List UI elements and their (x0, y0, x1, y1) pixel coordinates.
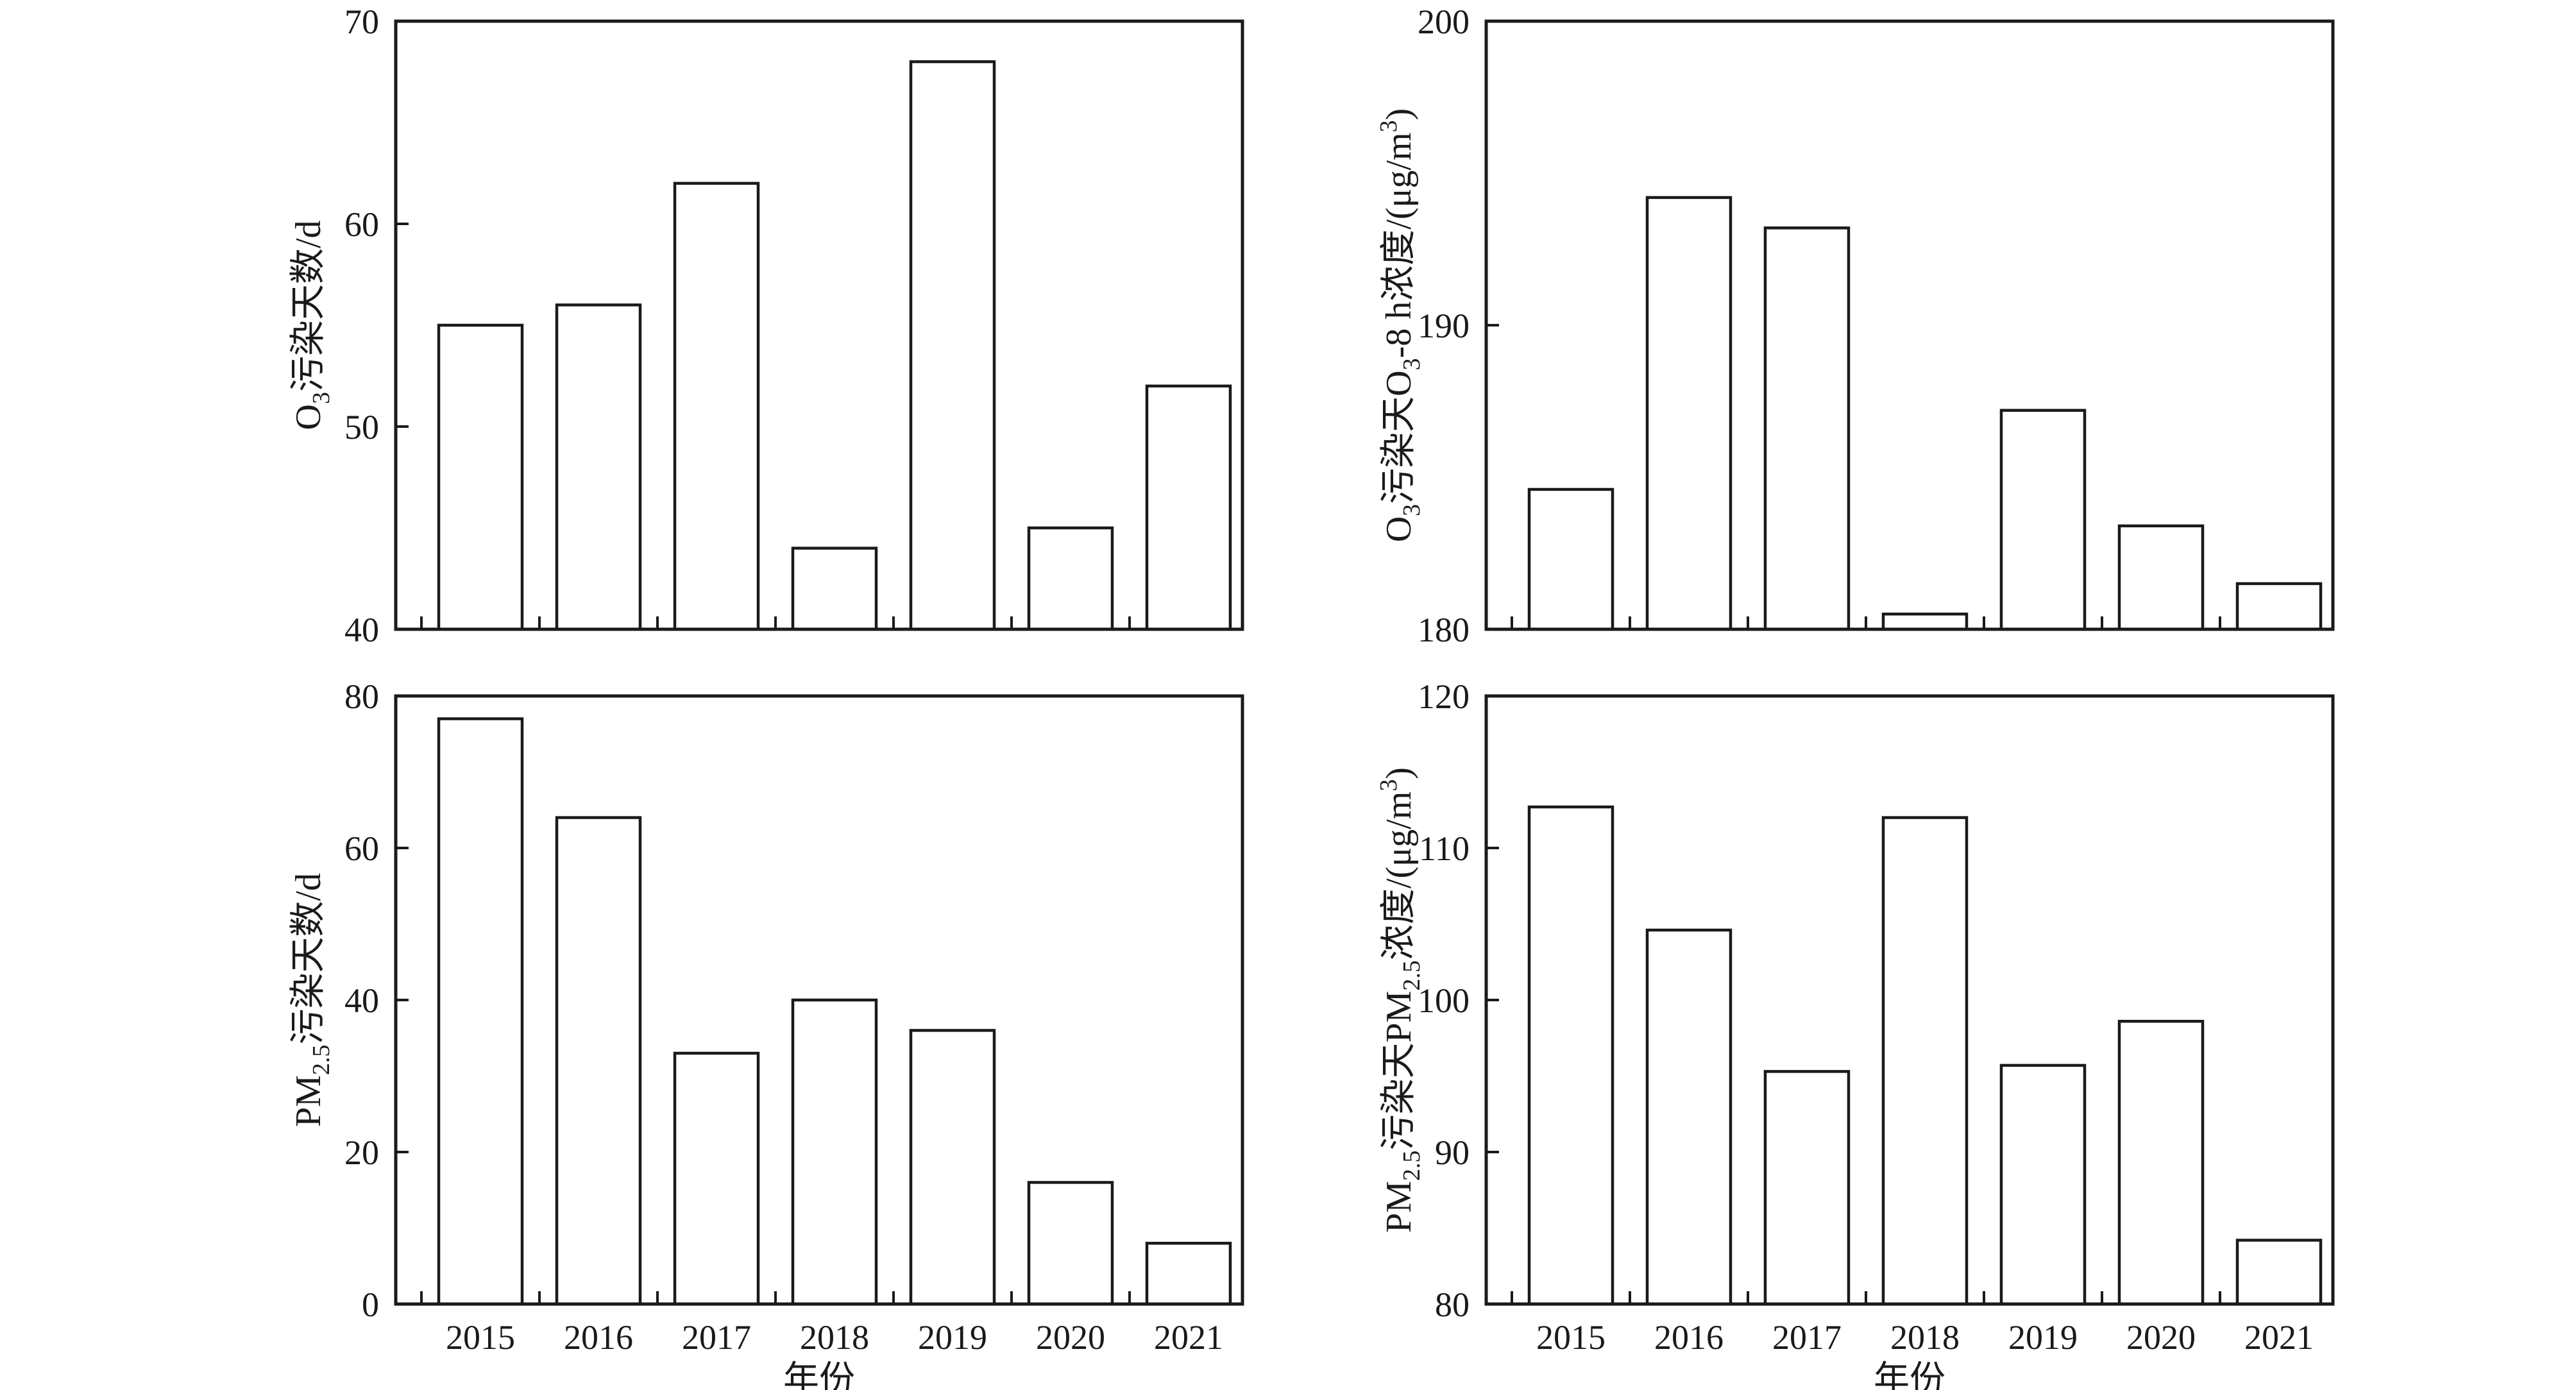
x-axis-title: 年份 (783, 1360, 855, 1390)
y-tick-label: 80 (344, 677, 379, 716)
bar-2021 (2235, 582, 2323, 631)
y-tick-label: 90 (1435, 1133, 1470, 1172)
bar-2019 (1999, 1064, 2087, 1306)
y-tick-label: 0 (362, 1285, 379, 1324)
bar-2019 (909, 1029, 996, 1306)
x-tick-label: 2021 (2244, 1318, 2314, 1357)
y-axis-title: O3污染天数/d (289, 220, 335, 430)
x-tick-label: 2015 (1536, 1318, 1606, 1357)
x-tick-label: 2019 (918, 1318, 987, 1357)
bar-2016 (1645, 196, 1733, 631)
x-tick-label: 2021 (1154, 1318, 1223, 1357)
bar-2015 (1527, 487, 1614, 631)
x-tick-label: 2018 (1890, 1318, 1960, 1357)
bar-2016 (1645, 928, 1733, 1306)
x-axis: 2015 2016 2017 2018 2019 2020 2021 (1511, 1291, 2314, 1357)
bar-2020 (1027, 526, 1114, 631)
bar-2020 (1027, 1181, 1114, 1306)
bar-2016 (555, 303, 642, 631)
bar-2018 (791, 998, 878, 1306)
x-tick-label: 2020 (2126, 1318, 2196, 1357)
x-tick-label: 2016 (564, 1318, 633, 1357)
y-axis: 0 20 40 60 80 (344, 677, 409, 1324)
x-tick-label: 2015 (446, 1318, 515, 1357)
bar-2021 (1145, 1241, 1232, 1306)
chart-panel-tl: 40 50 60 70 O3污染天数/d (289, 3, 1244, 649)
x-tick-label: 2016 (1654, 1318, 1724, 1357)
y-tick-label: 190 (1418, 307, 1470, 345)
chart-panel-tr: 180 190 200 O3污染天O3-8 h浓度/(μg/m3) (1375, 3, 2335, 649)
x-tick-label: 2017 (1772, 1318, 1842, 1357)
x-axis (420, 616, 1131, 629)
bar-2018 (791, 547, 878, 631)
bar-2019 (1999, 409, 2087, 631)
y-tick-label: 110 (1419, 829, 1470, 868)
bar-2016 (555, 816, 642, 1306)
x-axis: 2015 2016 2017 2018 2019 2020 2021 (420, 1291, 1223, 1357)
y-tick-label: 120 (1418, 677, 1470, 716)
x-tick-label: 2017 (682, 1318, 751, 1357)
x-tick-label: 2019 (2008, 1318, 2078, 1357)
bar-2015 (437, 323, 524, 631)
y-tick-label: 80 (1435, 1285, 1470, 1324)
bar-2015 (1527, 805, 1614, 1306)
bar-2021 (2235, 1239, 2323, 1306)
bar-2017 (673, 182, 760, 631)
bar-2020 (2117, 1019, 2205, 1306)
y-tick-label: 20 (344, 1133, 379, 1172)
x-axis (1511, 616, 2221, 629)
y-tick-label: 40 (344, 981, 379, 1020)
y-tick-label: 200 (1418, 3, 1470, 41)
bar-2021 (1145, 384, 1232, 631)
y-axis-title: PM2.5污染天数/d (289, 873, 335, 1127)
y-tick-label: 60 (344, 205, 379, 244)
x-tick-label: 2018 (800, 1318, 869, 1357)
y-axis: 180 190 200 (1418, 3, 1499, 649)
bar-2020 (2117, 524, 2205, 631)
y-tick-label: 50 (344, 408, 379, 446)
x-tick-label: 2020 (1036, 1318, 1105, 1357)
bar-2017 (673, 1051, 760, 1306)
y-tick-label: 100 (1418, 981, 1470, 1020)
bar-2018 (1881, 613, 1969, 631)
chart-panel-br: 80 90 100 110 120 2015 2016 2017 2018 2019 2020 202… (1375, 677, 2335, 1390)
y-tick-label: 60 (344, 829, 379, 868)
bar-2015 (437, 717, 524, 1306)
y-axis-title: PM2.5污染天PM2.5浓度/(μg/m3) (1375, 767, 1425, 1233)
y-tick-label: 40 (344, 611, 379, 649)
bar-2017 (1763, 1070, 1851, 1306)
y-tick-label: 70 (344, 3, 379, 41)
chart-panel-bl: 0 20 40 60 80 2015 2016 2017 2018 2019 2020 2021 年份 P… (289, 677, 1244, 1390)
bar-2018 (1881, 816, 1969, 1306)
bar-2019 (909, 60, 996, 631)
y-axis: 80 90 100 110 120 (1418, 677, 1499, 1324)
y-tick-label: 180 (1418, 611, 1470, 649)
y-axis-title: O3污染天O3-8 h浓度/(μg/m3) (1375, 108, 1425, 543)
bar-2017 (1763, 226, 1851, 631)
x-axis-title: 年份 (1874, 1360, 1945, 1390)
y-axis: 40 50 60 70 (344, 3, 409, 649)
plot-frame (394, 19, 1244, 631)
